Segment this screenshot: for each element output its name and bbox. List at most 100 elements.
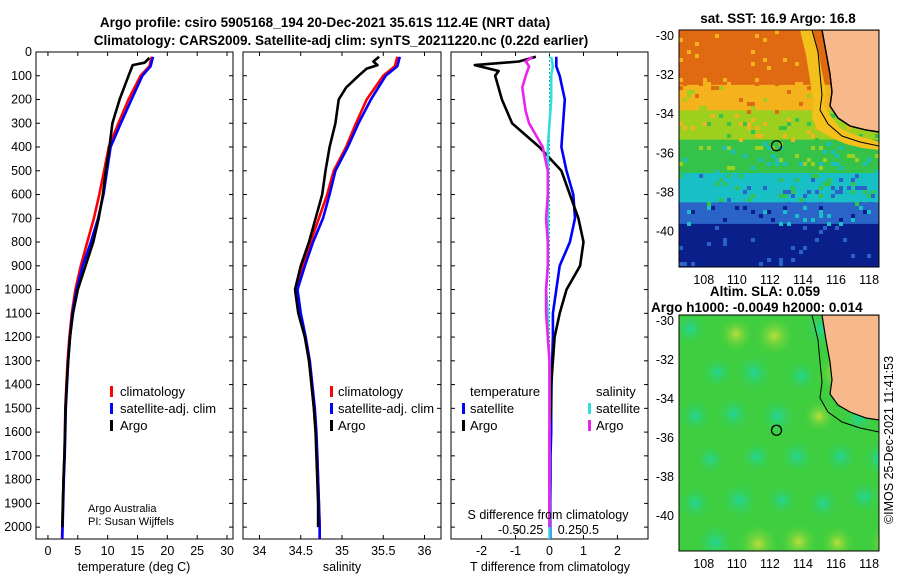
sst-pixel — [839, 222, 843, 226]
x-tick-label: 35 — [335, 544, 349, 558]
map-y-tick-label: -34 — [656, 107, 674, 121]
sla-eddy — [679, 315, 709, 348]
y-tick-label: 1500 — [4, 401, 32, 415]
sst-pixel — [731, 150, 735, 154]
legend-swatch-argo — [110, 420, 113, 431]
sst-pixel — [747, 126, 751, 130]
imos-credit: ©IMOS 25-Dec-2021 11:41:53 — [882, 356, 896, 524]
y-tick-label: 2000 — [4, 520, 32, 534]
series-group — [293, 55, 402, 539]
sst-pixel — [707, 246, 711, 250]
sst-pixel — [783, 126, 787, 130]
sst-pixel — [791, 190, 795, 194]
sst-pixel — [803, 218, 807, 222]
sst-pixel — [751, 102, 755, 106]
sst-pixel — [835, 190, 839, 194]
sst-pixel — [707, 122, 711, 126]
sst-pixel — [839, 166, 843, 170]
sst-pixel — [719, 86, 723, 90]
sst-pixel — [859, 230, 863, 234]
sst-pixel — [803, 202, 807, 206]
profile-lines — [60, 52, 585, 539]
argo-position-marker — [770, 424, 783, 436]
sla-eddy — [699, 354, 736, 390]
sst-pixel — [767, 258, 771, 262]
sst-pixel — [803, 246, 807, 250]
sst-pixel — [683, 126, 687, 130]
x-tick-label: 36 — [418, 544, 432, 558]
sst-pixel — [735, 206, 739, 210]
sla-eddy — [805, 485, 841, 522]
sst-pixel — [683, 262, 687, 266]
sst-pixel — [699, 82, 703, 86]
sst-pixel — [771, 154, 775, 158]
sst-pixel — [839, 218, 843, 222]
legend-label-climatology: climatology — [120, 384, 186, 399]
sst-pixel — [859, 134, 863, 138]
sst-pixel — [691, 90, 695, 94]
map-y-tick-label: -40 — [656, 509, 674, 523]
sst-pixel — [719, 178, 723, 182]
x-tick-label: 20 — [160, 544, 174, 558]
x-tick-label: 34 — [253, 544, 267, 558]
sst-pixel — [767, 66, 771, 70]
sst-pixel — [699, 106, 703, 110]
sst-pixel — [775, 30, 779, 34]
sst-pixel — [711, 226, 715, 230]
sst-pixel — [719, 198, 723, 202]
sst-pixel — [875, 154, 879, 158]
sst-pixel — [735, 114, 739, 118]
sst-pixel — [779, 66, 783, 70]
y-tick-label: 100 — [11, 69, 32, 83]
map-y-tick-label: -36 — [656, 146, 674, 160]
sst-pixel — [779, 126, 783, 130]
sla-eddy — [718, 479, 761, 522]
sst-pixel — [699, 246, 703, 250]
x-tick-label: 10 — [101, 544, 115, 558]
sst-pixel — [803, 238, 807, 242]
y-tick-label: 500 — [11, 164, 32, 178]
sst-pixel — [727, 146, 731, 150]
sst-pixel — [755, 78, 759, 82]
sst-pixel — [699, 146, 703, 150]
sst-pixel — [859, 206, 863, 210]
x-tick-label: 35.5 — [371, 544, 395, 558]
x-tick-label: -2 — [476, 544, 487, 558]
sst-pixel — [823, 158, 827, 162]
sla-map — [679, 315, 879, 551]
sst-pixel — [791, 194, 795, 198]
figure-title-line1: Argo profile: csiro 5905168_194 20-Dec-2… — [100, 15, 550, 30]
sst-pixel — [739, 122, 743, 126]
sst-pixel — [827, 142, 831, 146]
sst-pixel — [691, 126, 695, 130]
sst-pixel — [751, 210, 755, 214]
sst-pixel — [795, 154, 799, 158]
sst-pixel — [707, 42, 711, 46]
top-x-tick-label: 0.5 — [582, 523, 599, 537]
sst-pixel — [723, 242, 727, 246]
sst-pixel — [723, 218, 727, 222]
sst-pixel — [803, 234, 807, 238]
sst-pixel — [723, 238, 727, 242]
sst-pixel — [799, 102, 803, 106]
sst-pixel — [819, 206, 823, 210]
series-group — [473, 55, 585, 539]
sst-pixel — [851, 218, 855, 222]
x-tick-label: 1 — [580, 544, 587, 558]
sla-eddy — [679, 484, 715, 523]
sst-pixel — [715, 86, 719, 90]
sst-pixel — [683, 98, 687, 102]
sst-pixel — [787, 122, 791, 126]
sst-pixel — [871, 202, 875, 206]
sst-pixel — [819, 230, 823, 234]
sst-pixel — [727, 82, 731, 86]
sst-pixel — [867, 210, 871, 214]
sst-pixel — [819, 210, 823, 214]
legend-swatch-satellite — [110, 403, 113, 414]
sla-eddy — [783, 358, 819, 394]
sst-pixel — [815, 190, 819, 194]
sst-pixel — [779, 222, 783, 226]
argo-position-marker — [770, 140, 783, 152]
sst-pixel — [791, 186, 795, 190]
sla-map-frame — [678, 314, 880, 552]
